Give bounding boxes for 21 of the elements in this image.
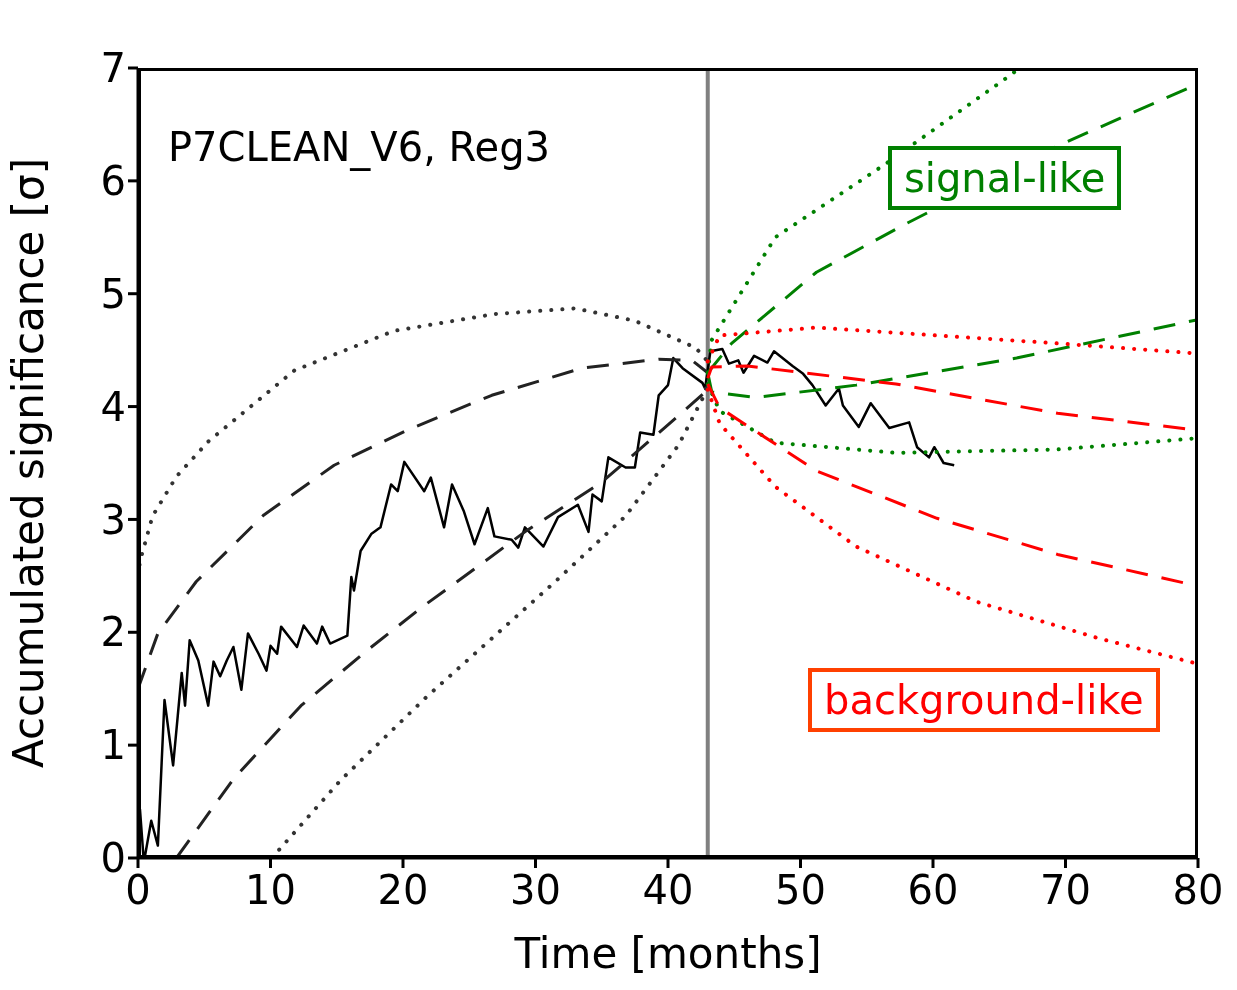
x-tick-label: 50 [775,867,826,914]
y-tick-label: 2 [100,609,126,656]
x-tick-label: 10 [245,867,296,914]
x-tick-label: 40 [642,867,694,914]
x-axis-title: Time [months] [513,929,822,978]
y-tick-label: 4 [100,383,126,430]
x-tick-label: 70 [1040,867,1091,914]
y-tick-label: 0 [100,835,126,882]
y-tick-label: 3 [100,496,126,543]
x-tick-label: 20 [377,867,429,914]
annotation: signal-like [888,146,1122,210]
y-tick-label: 7 [100,45,126,92]
y-tick-label: 1 [100,722,126,769]
annotation: P7CLEAN_V6, Reg3 [168,123,551,171]
x-tick-label: 30 [510,867,561,914]
annotation: background-like [808,668,1160,732]
x-tick-label: 60 [907,867,959,914]
y-tick-label: 6 [100,158,126,205]
y-axis-title: Accumulated significance [σ] [3,157,53,769]
y-tick-label: 5 [100,270,126,317]
x-tick-label: 80 [1172,867,1224,914]
